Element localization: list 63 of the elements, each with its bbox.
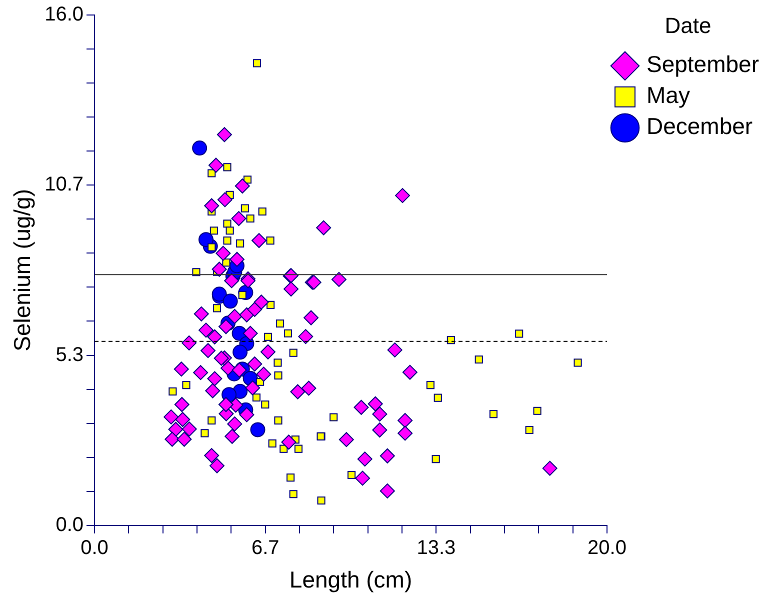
point	[274, 371, 282, 380]
point	[347, 470, 356, 480]
point	[222, 294, 238, 309]
point	[168, 387, 177, 396]
legend-title: Date	[664, 13, 712, 38]
point	[223, 163, 232, 172]
point	[252, 59, 262, 68]
legend-label: December	[646, 113, 753, 140]
point	[236, 239, 244, 248]
point	[266, 236, 274, 245]
x-tick-label: 6.7	[251, 536, 280, 559]
point	[198, 232, 214, 248]
point	[222, 258, 230, 267]
x-axis-title: Length (cm)	[289, 566, 412, 593]
point	[182, 381, 190, 390]
point	[232, 344, 248, 360]
point	[246, 214, 254, 223]
point	[192, 140, 208, 156]
point	[432, 455, 440, 464]
point	[489, 410, 498, 418]
point	[474, 355, 483, 364]
x-tick-label: 0.0	[80, 536, 108, 559]
x-tick-label: 20.0	[588, 536, 626, 559]
point	[317, 496, 326, 505]
point	[252, 393, 260, 402]
point	[210, 226, 218, 235]
point	[240, 204, 249, 212]
point	[294, 444, 303, 453]
y-tick-label: 5.3	[56, 344, 84, 366]
point	[525, 426, 534, 434]
point	[274, 416, 282, 424]
point	[212, 304, 222, 312]
point	[286, 474, 295, 482]
point	[533, 406, 542, 415]
point	[574, 358, 582, 367]
legend-label: May	[646, 82, 690, 108]
point	[276, 319, 284, 328]
point	[274, 358, 282, 367]
point	[258, 207, 266, 216]
point	[434, 394, 442, 402]
point	[223, 220, 232, 228]
point	[208, 169, 216, 178]
y-axis-title: Selenium (ug/g)	[9, 189, 36, 352]
x-tick-label: 13.3	[416, 536, 456, 559]
point	[264, 332, 272, 341]
point	[289, 490, 298, 498]
y-tick-label: 16.0	[44, 4, 84, 26]
y-tick-label: 10.7	[44, 174, 84, 196]
legend-label: September	[646, 51, 760, 78]
point	[250, 422, 266, 438]
point	[426, 381, 434, 390]
point	[208, 416, 216, 424]
y-tick-label: 0.0	[56, 514, 84, 536]
point	[226, 226, 234, 235]
point	[200, 429, 209, 438]
point	[330, 413, 338, 422]
point	[266, 300, 275, 310]
point	[268, 439, 276, 448]
point	[223, 236, 232, 245]
point	[289, 348, 298, 357]
point	[261, 400, 270, 409]
point	[284, 329, 292, 338]
point	[515, 330, 524, 338]
